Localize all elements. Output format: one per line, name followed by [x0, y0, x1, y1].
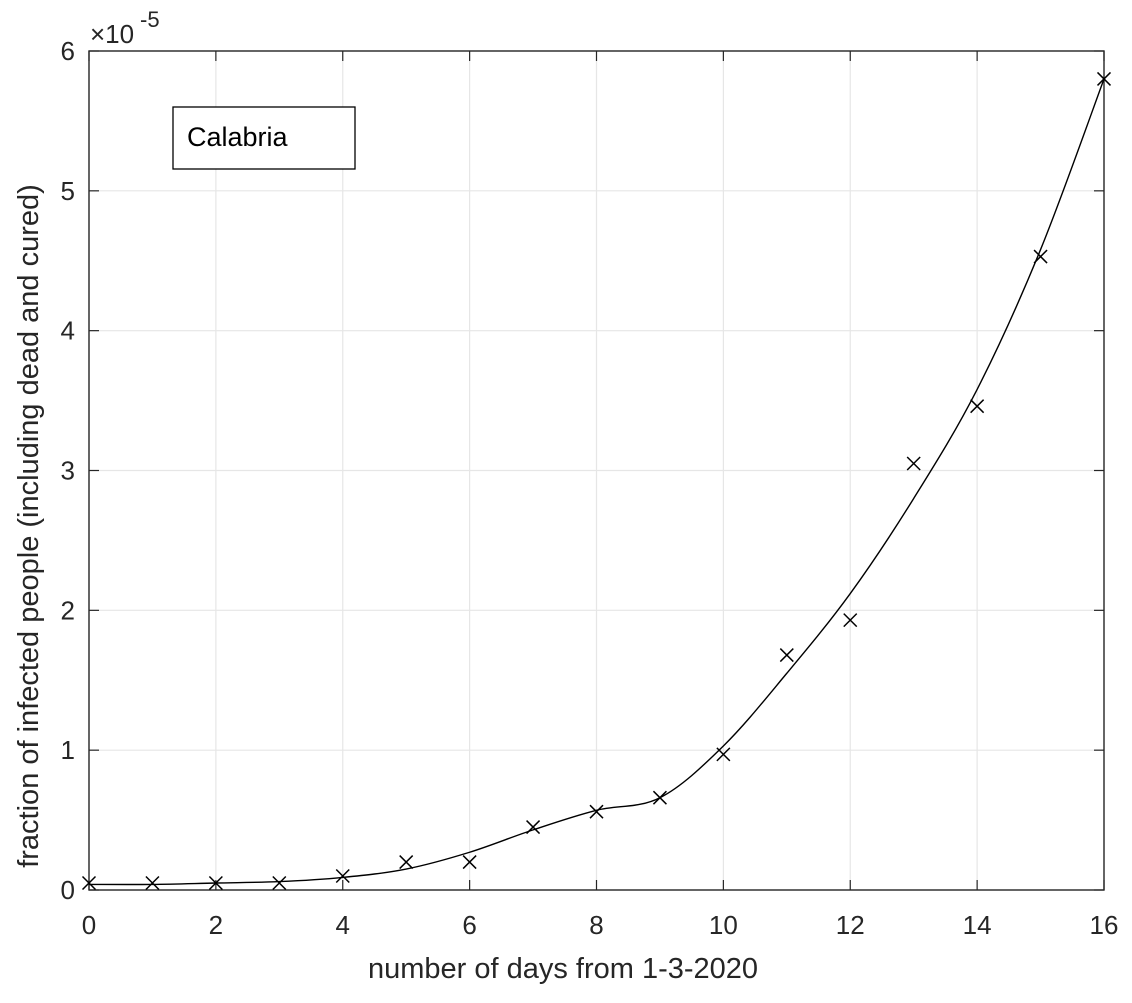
data-point-marker	[335, 868, 350, 884]
data-point-marker	[716, 747, 731, 762]
legend-label: Calabria	[187, 122, 289, 152]
legend-box	[172, 106, 356, 170]
data-point-marker	[779, 648, 794, 663]
data-point-marker	[272, 875, 287, 891]
data-series	[81, 71, 1112, 891]
x-tick-label: 8	[589, 910, 603, 940]
y-tick-label: 6	[61, 36, 75, 66]
x-tick-label: 6	[462, 910, 476, 940]
y-tick-label: 5	[61, 176, 75, 206]
x-tick-label: 2	[209, 910, 223, 940]
axes-box	[88, 50, 1105, 891]
y-tick-label: 2	[61, 595, 75, 625]
data-point-marker	[526, 820, 541, 835]
data-point-marker	[843, 613, 858, 628]
x-tick-label: 10	[709, 910, 738, 940]
y-exponent-label: ×10 -5	[90, 7, 160, 49]
data-point-marker	[208, 875, 223, 891]
y-tick-label: 4	[61, 316, 75, 346]
grid-lines	[88, 50, 1105, 891]
data-point-marker	[399, 855, 414, 870]
y-exponent-text: -5	[140, 7, 160, 32]
y-tick-label: 3	[61, 456, 75, 486]
data-point-marker	[589, 804, 604, 819]
x-tick-label: 16	[1090, 910, 1119, 940]
data-point-marker	[970, 399, 985, 414]
data-point-marker	[1096, 71, 1112, 86]
data-point-marker	[462, 855, 477, 870]
y-axis-label: fraction of infected people (including d…	[13, 184, 45, 868]
y-tick-label: 1	[61, 735, 75, 765]
y-multiplier-text: ×10	[90, 19, 134, 49]
x-tick-label: 14	[963, 910, 992, 940]
x-axis-label: number of days from 1-3-2020	[368, 953, 758, 985]
x-tick-label: 4	[336, 910, 350, 940]
data-point-marker	[652, 790, 667, 805]
data-point-marker	[81, 875, 97, 891]
y-tick-labels: 0 1 2 3 4 5 6	[61, 36, 75, 905]
legend: Calabria	[172, 106, 356, 170]
x-tick-label: 0	[82, 910, 96, 940]
data-point-marker	[145, 875, 160, 891]
x-tick-labels: 0 2 4 6 8 10 12 14 16	[82, 910, 1119, 940]
x-tick-label: 12	[836, 910, 865, 940]
data-point-marker	[906, 456, 921, 471]
y-tick-label: 0	[61, 875, 75, 905]
data-point-marker	[1033, 249, 1048, 264]
